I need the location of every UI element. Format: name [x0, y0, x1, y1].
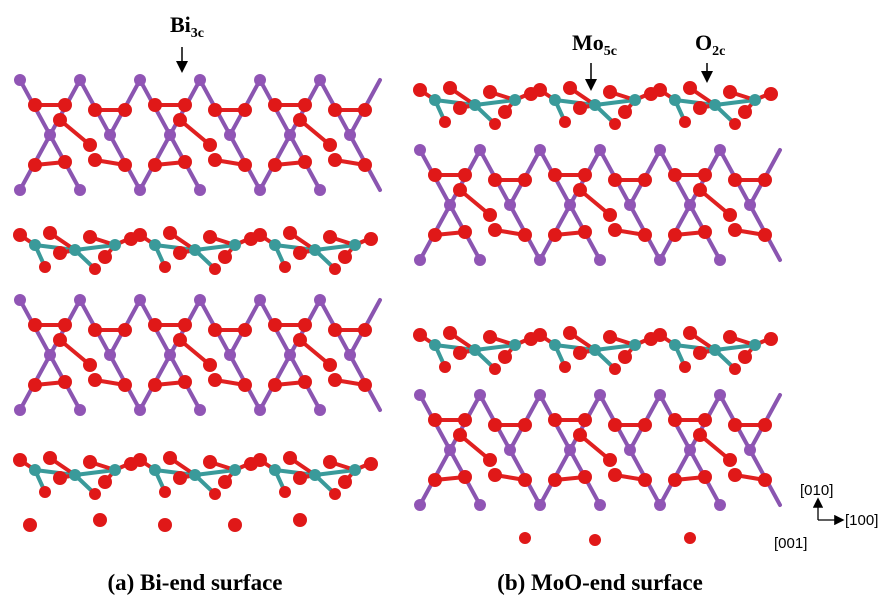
atom-label: Bi3c — [170, 12, 204, 41]
caption: (b) MoO-end surface — [497, 570, 703, 595]
structure-a — [13, 74, 380, 532]
structure-b — [413, 81, 780, 546]
axis-label: [010] — [800, 482, 833, 499]
figure: Bi3c Mo5c O2c (a) Bi-end surface (b) MoO… — [0, 0, 893, 604]
atom-label: Mo5c — [572, 30, 617, 59]
axis-label: [100] — [845, 512, 878, 529]
caption: (a) Bi-end surface — [107, 570, 282, 595]
atom-label: O2c — [695, 30, 725, 59]
axes-indicator: [010] [001] [100] — [774, 482, 878, 552]
axis-label: [001] — [774, 535, 807, 552]
